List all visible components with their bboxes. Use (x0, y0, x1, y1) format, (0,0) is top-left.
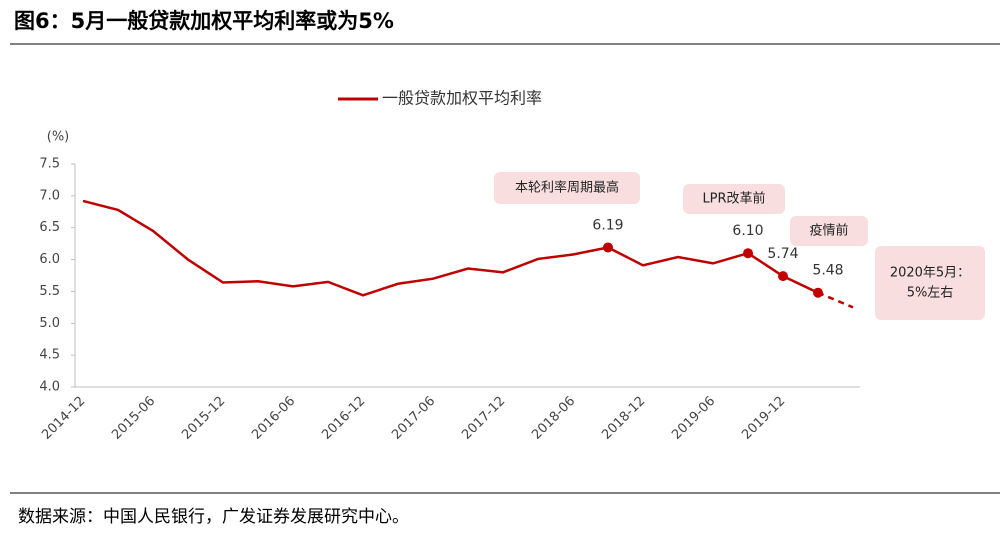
y-tick-label: 6.5 (39, 220, 60, 235)
y-tick-label: 6.0 (39, 252, 60, 267)
x-tick-label: 2016-12 (319, 394, 368, 443)
annotation-box (683, 184, 785, 214)
value-label: 5.48 (812, 263, 843, 279)
series-line (817, 291, 854, 309)
x-tick-label: 2015-12 (179, 394, 228, 443)
point-marker (603, 242, 613, 253)
annotation-text: 本轮利率周期最高 (515, 180, 619, 196)
y-tick-label: 5.5 (39, 284, 60, 299)
annotation-box (790, 216, 868, 246)
x-tick-label: 2015-06 (109, 394, 158, 443)
x-tick-label: 2017-12 (459, 394, 508, 443)
point-marker (743, 248, 753, 259)
value-label: 6.19 (592, 217, 623, 233)
y-tick-label: 4.0 (39, 380, 60, 395)
x-tick-label: 2019-12 (739, 394, 788, 443)
value-label: 6.10 (732, 223, 763, 239)
x-tick-label: 2014-12 (39, 394, 88, 443)
value-label: 5.74 (767, 246, 798, 262)
annotation-text: LPR改革前 (702, 191, 765, 207)
annotation-box (494, 172, 640, 204)
x-tick-label: 2017-06 (389, 394, 438, 443)
y-tick-label: 7.0 (39, 188, 60, 203)
x-tick-label: 2018-12 (599, 394, 648, 443)
legend-label: 一般贷款加权平均利率 (382, 89, 542, 108)
annotation-text: 2020年5月： (890, 266, 970, 281)
y-tick-label: 7.5 (39, 157, 60, 172)
annotation-box (875, 246, 985, 320)
source: 数据来源：中国人民银行，广发证券发展研究中心。 (18, 507, 409, 527)
annotation-text: 5%左右 (907, 286, 954, 301)
chart-title: 图6：5月一般贷款加权平均利率或为5% (14, 9, 394, 33)
series-line (82, 199, 819, 297)
y-unit: (%) (47, 130, 70, 145)
point-marker (778, 271, 788, 282)
x-tick-label: 2019-06 (669, 394, 718, 443)
x-tick-label: 2018-06 (529, 394, 578, 443)
annotation-text: 疫情前 (809, 223, 848, 239)
y-tick-label: 5.0 (39, 316, 60, 331)
x-tick-label: 2016-06 (249, 394, 298, 443)
y-tick-label: 4.5 (39, 348, 60, 363)
